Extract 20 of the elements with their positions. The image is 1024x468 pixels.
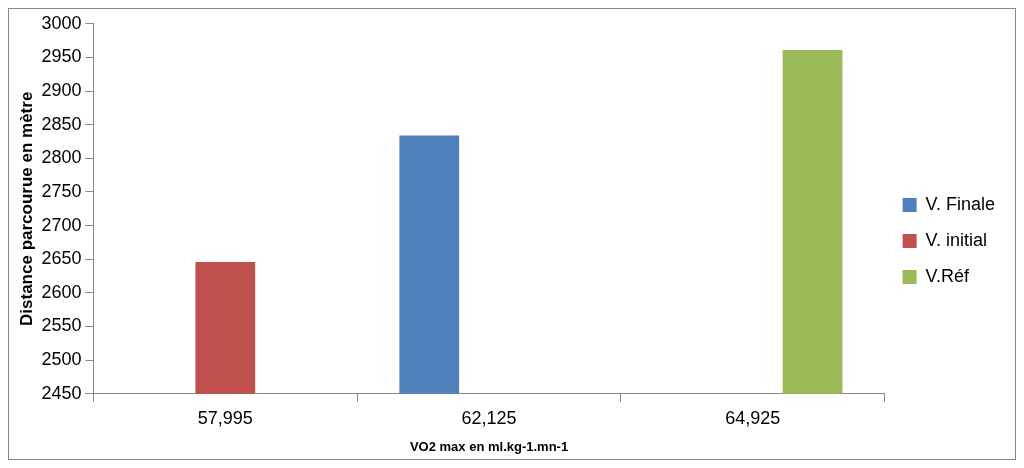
legend-label: V. initial <box>925 229 987 250</box>
y-tick-label: 2900 <box>41 80 82 101</box>
y-tick-label: 2750 <box>41 180 82 201</box>
y-tick-label: 2450 <box>41 382 82 403</box>
y-tick-label: 2700 <box>41 214 82 235</box>
x-tick-label: 57,995 <box>197 407 253 428</box>
y-tick-label: 2800 <box>41 147 82 168</box>
legend-label: V.Réf <box>925 265 970 286</box>
x-axis-title: VO2 max en ml.kg-1.mn-1 <box>409 438 569 454</box>
y-tick-label: 2850 <box>41 113 82 134</box>
y-tick-label: 2500 <box>41 349 82 370</box>
y-tick-label: 2550 <box>41 315 82 336</box>
y-tick-label: 2650 <box>41 248 82 269</box>
y-axis-title: Distance parcourue en mètre <box>16 91 36 326</box>
legend-label: V. Finale <box>925 193 996 214</box>
x-tick-label: 64,925 <box>725 407 781 428</box>
x-tick-label: 62,125 <box>461 407 517 428</box>
y-tick-label: 2600 <box>41 281 82 302</box>
y-tick-label: 3000 <box>41 12 82 33</box>
y-tick-label: 2950 <box>41 46 82 67</box>
